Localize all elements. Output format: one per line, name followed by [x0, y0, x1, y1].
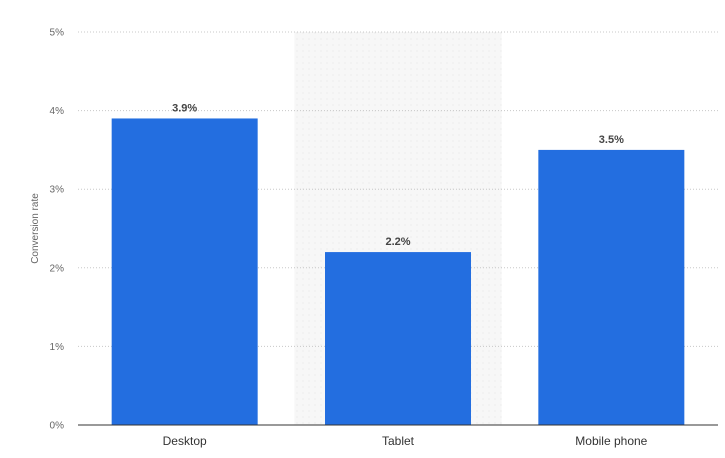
data-labels: 3.9% 2.2% 3.5% [172, 102, 624, 248]
x-tick-label: Mobile phone [575, 434, 647, 448]
y-tick-label: 0% [50, 421, 65, 432]
y-tick-label: 2% [50, 263, 65, 274]
bar [325, 252, 471, 425]
x-axis-labels: Desktop Tablet Mobile phone [163, 434, 648, 448]
y-tick-label: 1% [50, 342, 65, 353]
bar [538, 149, 685, 425]
data-label: 3.5% [599, 134, 624, 146]
x-tick-label: Tablet [382, 434, 415, 448]
y-axis-title: Conversion rate [30, 193, 41, 264]
bars [111, 118, 685, 426]
x-tick-label: Desktop [163, 434, 207, 448]
y-axis-ticks: 0% 1% 2% 3% 4% 5% [50, 28, 65, 432]
y-tick-label: 5% [50, 28, 65, 39]
bar [111, 118, 258, 426]
y-tick-label: 4% [50, 106, 65, 117]
data-label: 3.9% [172, 102, 197, 114]
y-tick-label: 3% [50, 185, 65, 196]
data-label: 2.2% [385, 236, 410, 248]
